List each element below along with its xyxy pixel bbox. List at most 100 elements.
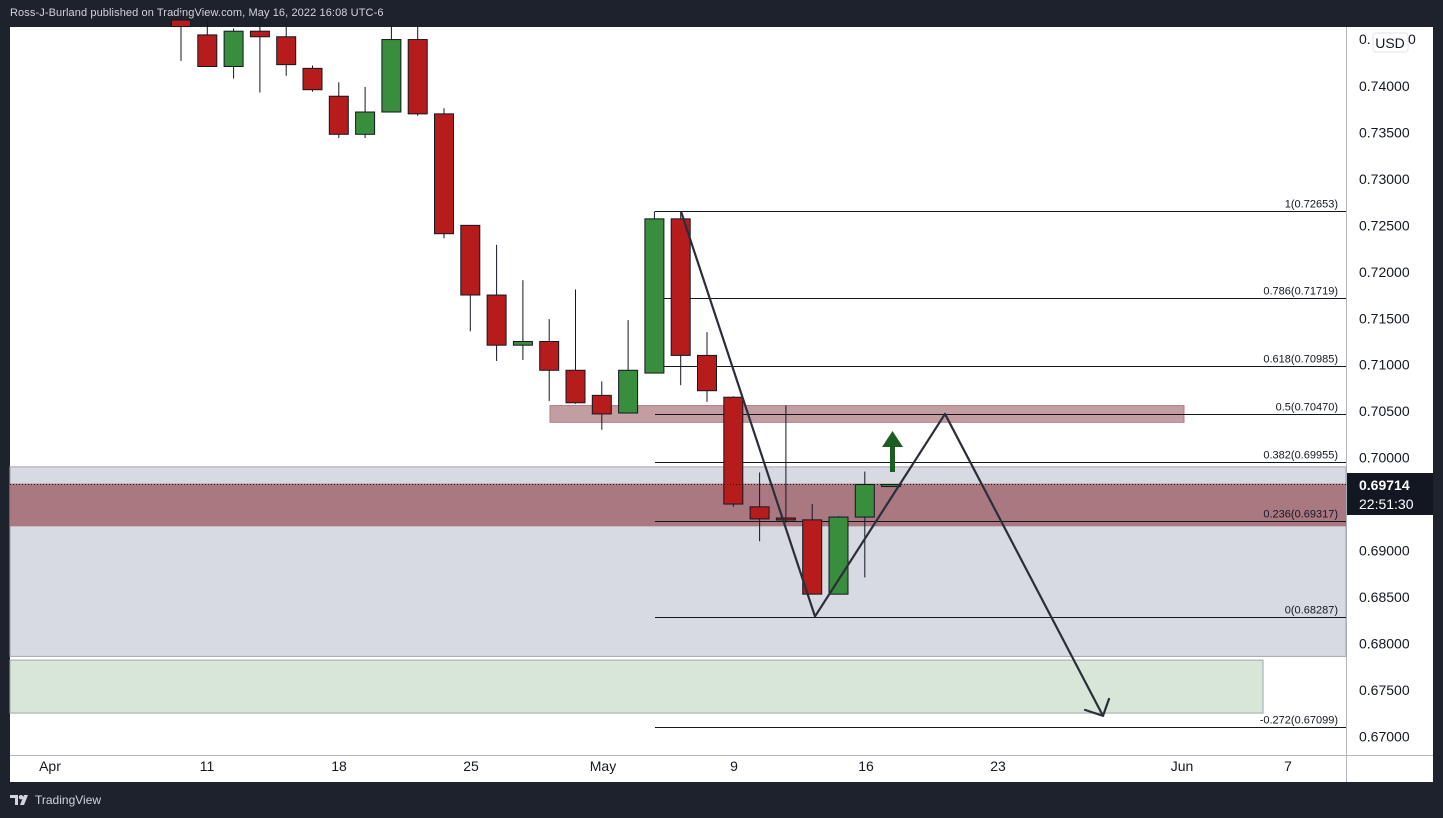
- axis-corner: [1347, 756, 1433, 782]
- candle-13: [512, 280, 533, 361]
- candle-body: [881, 484, 902, 488]
- fibonacci-retracement: 1(0.72653) 0.786(0.71719) 0.618(0.70985) 0.…: [655, 199, 1346, 728]
- price-tick-label: 0.73500: [1359, 124, 1410, 140]
- candle-26: [854, 471, 875, 578]
- candle-body: [407, 39, 428, 115]
- time-tick-label: 11: [200, 758, 215, 774]
- candle-16: [591, 381, 612, 430]
- candle-0: [171, 12, 191, 61]
- projection-arrowhead: [1083, 697, 1111, 717]
- candle-7: [355, 86, 376, 139]
- fib-label--0.272: -0.272(0.67099): [1260, 715, 1338, 727]
- candle-body: [775, 517, 796, 521]
- candle-25: [828, 516, 849, 595]
- candle-3: [249, 20, 270, 93]
- arrow-shaft: [890, 446, 895, 472]
- candle-body: [591, 394, 612, 415]
- fib-label-0.236: 0.236(0.69317): [1263, 509, 1338, 521]
- candle-body: [486, 294, 507, 346]
- candle-body: [197, 34, 218, 67]
- candle-body: [381, 39, 402, 113]
- zone-red-2: [549, 405, 1185, 423]
- fib-label-0.618: 0.618(0.70985): [1263, 354, 1338, 366]
- candle-10: [434, 108, 454, 239]
- candle-body: [618, 369, 639, 414]
- price-tick-label: 0.71500: [1359, 310, 1410, 326]
- candle-body: [697, 354, 717, 392]
- candle-24: [802, 504, 823, 595]
- candle-body: [434, 113, 454, 235]
- time-tick-label: 7: [1284, 758, 1292, 774]
- candle-body: [565, 369, 586, 404]
- candle-body: [539, 340, 560, 371]
- drawing-layer: [10, 211, 1346, 717]
- price-tick-label: 0.69000: [1359, 543, 1410, 559]
- candle-17: [618, 320, 639, 414]
- candle-19: [670, 211, 691, 386]
- zone-red-1: [10, 483, 1346, 527]
- candle-body: [249, 30, 270, 38]
- time-tick-label: 23: [990, 758, 1006, 774]
- fib-label-0.786: 0.786(0.71719): [1263, 286, 1338, 298]
- price-tick-label: 0.67500: [1359, 682, 1410, 698]
- top-price-label-suffix: 0: [1408, 31, 1416, 47]
- currency-label: USD: [1375, 35, 1405, 51]
- last-price-tag: 0.69714 22:51:30: [1347, 473, 1433, 515]
- time-tick-label: May: [590, 758, 616, 774]
- candle-6: [328, 82, 349, 139]
- tradingview-footer[interactable]: TradingView: [10, 793, 101, 807]
- zones-layer: [9, 405, 1347, 714]
- candle-body: [355, 111, 376, 135]
- price-tick-label: 0.73000: [1359, 171, 1410, 187]
- candle-body: [512, 340, 533, 346]
- bar-countdown: 22:51:30: [1359, 496, 1414, 512]
- candle-body: [828, 516, 849, 595]
- bullish-arrow: [882, 431, 903, 472]
- time-tick-label: 25: [463, 758, 479, 774]
- candle-body: [854, 484, 875, 518]
- candle-2: [223, 28, 244, 79]
- projection-path: [679, 211, 1104, 717]
- top-price-label-prefix: 0.: [1359, 31, 1371, 47]
- candle-body: [223, 30, 244, 67]
- zone-green-3: [9, 659, 1264, 714]
- tradingview-logo-icon: [10, 795, 28, 805]
- fib-label-0: 0(0.68287): [1285, 605, 1338, 617]
- price-axis-panel: [1347, 27, 1433, 755]
- candle-5: [302, 65, 323, 92]
- last-price-value: 0.69714: [1359, 477, 1410, 493]
- price-axis: 0.74000 0.73500 0.73000 0.72500 0.72000 0.715…: [1359, 78, 1410, 744]
- price-tick-label: 0.68500: [1359, 589, 1410, 605]
- time-tick-label: 18: [331, 758, 347, 774]
- time-axis-panel: [10, 756, 1346, 782]
- candle-body: [802, 519, 823, 595]
- currency-badge[interactable]: USD: [1372, 32, 1409, 53]
- fib-label-1: 1(0.72653): [1285, 199, 1338, 211]
- candle-23: [775, 405, 796, 523]
- candle-8: [381, 25, 402, 113]
- time-tick-label: 9: [730, 758, 738, 774]
- candle-27: [881, 484, 902, 488]
- price-tick-label: 0.68000: [1359, 635, 1410, 651]
- candle-21: [723, 396, 744, 507]
- candle-12: [486, 244, 507, 361]
- price-tick-label: 0.70000: [1359, 450, 1410, 466]
- candle-body: [276, 36, 297, 66]
- fib-label-0.382: 0.382(0.69955): [1263, 450, 1338, 462]
- fib-label-0.5: 0.5(0.70470): [1276, 402, 1338, 414]
- candle-body: [460, 224, 481, 296]
- candle-4: [276, 22, 297, 76]
- price-tick-label: 0.72500: [1359, 217, 1410, 233]
- price-tick-label: 0.71000: [1359, 357, 1410, 373]
- candles-layer: [171, 12, 902, 595]
- candle-body: [749, 506, 770, 520]
- time-tick-label: 16: [858, 758, 874, 774]
- time-tick-label: Jun: [1171, 758, 1194, 774]
- candle-body: [644, 218, 665, 374]
- arrow-head: [882, 431, 903, 447]
- candle-18: [644, 211, 665, 374]
- time-tick-label: Apr: [39, 758, 61, 774]
- candle-15: [565, 289, 586, 404]
- tradingview-brand: TradingView: [35, 793, 102, 807]
